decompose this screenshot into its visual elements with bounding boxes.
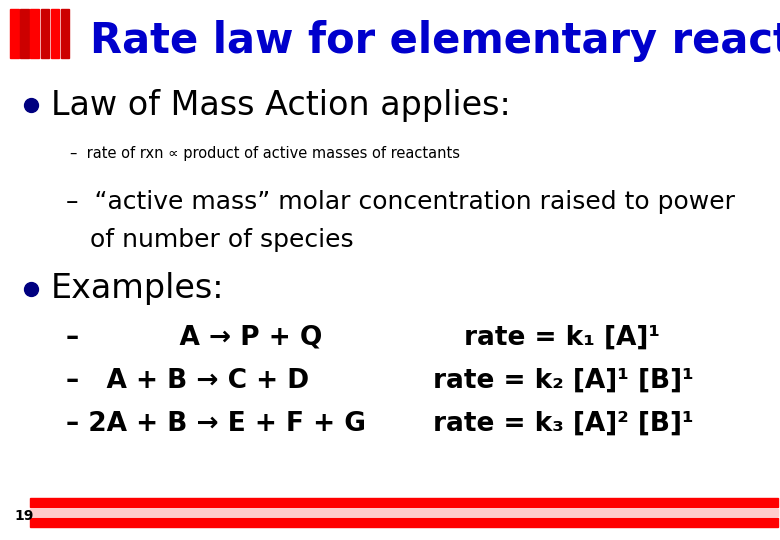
Bar (10, 9, 19, 58)
Text: rate = k₃ [A]² [B]¹: rate = k₃ [A]² [B]¹ (433, 411, 693, 437)
Text: – 2A + B → E + F + G: – 2A + B → E + F + G (66, 411, 367, 437)
Text: Rate law for elementary reaction: Rate law for elementary reaction (90, 19, 780, 62)
Text: of number of species: of number of species (90, 228, 353, 252)
Bar (30, 498, 778, 507)
Text: –  “active mass” molar concentration raised to power: – “active mass” molar concentration rais… (66, 191, 736, 214)
Text: Law of Mass Action applies:: Law of Mass Action applies: (51, 89, 510, 122)
Bar (30, 9, 39, 58)
Text: –           A → P + Q: – A → P + Q (66, 325, 323, 350)
Bar (20, 9, 29, 58)
Bar (61, 9, 69, 58)
Text: Examples:: Examples: (51, 272, 224, 306)
Text: –  rate of rxn ∝ product of active masses of reactants: – rate of rxn ∝ product of active masses… (70, 146, 460, 161)
Bar (30, 518, 778, 527)
Text: rate = k₁ [A]¹: rate = k₁ [A]¹ (464, 325, 660, 350)
Text: 19: 19 (14, 509, 34, 523)
Text: –   A + B → C + D: – A + B → C + D (66, 368, 310, 394)
Bar (41, 9, 49, 58)
Bar (30, 509, 778, 516)
Text: rate = k₂ [A]¹ [B]¹: rate = k₂ [A]¹ [B]¹ (433, 368, 693, 394)
Bar (51, 9, 59, 58)
